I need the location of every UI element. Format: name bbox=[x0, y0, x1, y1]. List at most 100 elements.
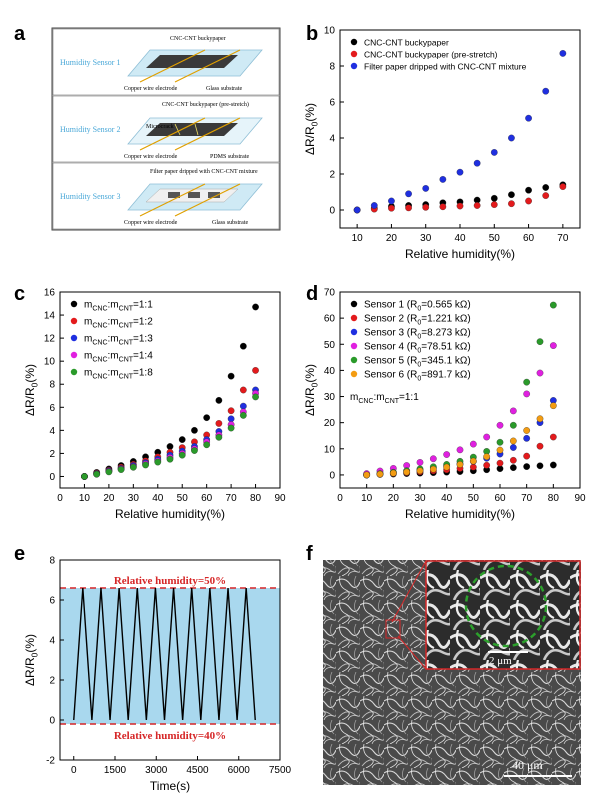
d-point-s5 bbox=[496, 438, 504, 446]
panel-letter-c: c bbox=[14, 283, 25, 305]
b-point-s3 bbox=[439, 176, 447, 183]
c-point-s2 bbox=[227, 407, 235, 415]
c-legend-marker bbox=[70, 334, 78, 342]
c-legend-label: mCNC:mCNT=1:8 bbox=[84, 368, 153, 381]
b-legend-label: CNC-CNT buckypaper (pre-stretch) bbox=[364, 50, 498, 60]
b-xlabel: Relative humidity(%) bbox=[405, 247, 515, 261]
c-point-s5 bbox=[105, 468, 113, 476]
e-ytick-label: -2 bbox=[46, 756, 55, 767]
c-ytick-label: 8 bbox=[49, 380, 55, 391]
b-point-s2 bbox=[388, 204, 395, 212]
b-point-s2 bbox=[559, 183, 567, 190]
d-point-s6 bbox=[389, 469, 397, 477]
c-point-s1 bbox=[227, 372, 235, 380]
b-point-s3 bbox=[473, 159, 481, 167]
d-legend-marker bbox=[350, 370, 358, 378]
buckypaper-1 bbox=[146, 55, 238, 68]
b-point-s2 bbox=[456, 202, 464, 210]
sensor-2-label-pdms: PDMS substrate bbox=[210, 154, 250, 160]
panel-f-sem-image: 2 μm 40 μm bbox=[323, 560, 581, 785]
d-legend-marker bbox=[350, 328, 358, 336]
c-point-s1 bbox=[166, 443, 174, 450]
b-xtick-label: 20 bbox=[386, 233, 398, 244]
e-annotation-bottom: Relative humidity=40% bbox=[114, 730, 226, 742]
b-ytick-label: 6 bbox=[329, 98, 335, 109]
d-legend-marker bbox=[350, 314, 358, 322]
d-point-s6 bbox=[443, 463, 451, 471]
copper-wire-1b bbox=[174, 49, 241, 83]
sensor-3-label-wire: Copper wire electrode bbox=[124, 220, 178, 226]
d-ytick-label: 20 bbox=[324, 418, 336, 429]
c-point-s5 bbox=[227, 424, 235, 432]
c-point-s1 bbox=[252, 303, 259, 311]
b-xtick-label: 30 bbox=[420, 233, 432, 244]
c-ytick-label: 16 bbox=[44, 288, 56, 299]
d-point-s1 bbox=[536, 462, 544, 470]
panel-letter-f: f bbox=[306, 543, 313, 565]
b-xtick-label: 40 bbox=[454, 233, 466, 244]
b-point-s3 bbox=[490, 149, 498, 156]
sensor-3-diagram: Humidity Sensor 3 Filter paper dripped w… bbox=[52, 162, 280, 230]
c-point-s1 bbox=[178, 436, 186, 443]
c-xtick-label: 60 bbox=[201, 493, 213, 504]
d-point-s1 bbox=[509, 464, 517, 471]
c-point-s5 bbox=[81, 473, 88, 480]
b-point-s3 bbox=[422, 185, 430, 192]
d-point-s5 bbox=[549, 301, 557, 309]
b-point-s3 bbox=[370, 202, 378, 209]
d-point-s4 bbox=[456, 446, 464, 454]
d-point-s6 bbox=[523, 427, 531, 434]
b-legend-marker bbox=[350, 62, 358, 70]
d-annotation: mCNC:mCNT=1:1 bbox=[350, 392, 419, 405]
b-point-s2 bbox=[508, 200, 515, 208]
c-point-s5 bbox=[215, 433, 223, 441]
c-point-s2 bbox=[252, 367, 259, 374]
b-legend-marker bbox=[350, 50, 358, 58]
panel-letter-a: a bbox=[14, 23, 26, 45]
sensor-1-diagram: Humidity Sensor 1 CNC-CNT buckypaper Cop… bbox=[52, 28, 280, 96]
c-legend-label: mCNC:mCNT=1:4 bbox=[84, 351, 153, 364]
c-xtick-label: 40 bbox=[152, 493, 164, 504]
d-xtick-label: 60 bbox=[494, 493, 506, 504]
d-point-s3 bbox=[509, 444, 517, 451]
c-point-s5 bbox=[129, 463, 137, 471]
b-ytick-label: 10 bbox=[324, 26, 336, 37]
d-legend-marker bbox=[350, 356, 358, 364]
c-point-s5 bbox=[203, 441, 211, 449]
e-xtick-label: 6000 bbox=[228, 765, 251, 776]
b-point-s3 bbox=[388, 197, 395, 205]
sensor-2-label-buckypaper: CNC-CNT buckypaper (pre-stretch) bbox=[162, 101, 249, 108]
c-legend-marker bbox=[70, 300, 78, 308]
d-legend-label: Sensor 5 (R0=345.1 kΩ) bbox=[364, 356, 471, 369]
d-point-s5 bbox=[523, 378, 531, 386]
c-legend-label: mCNC:mCNT=1:1 bbox=[84, 300, 153, 313]
d-point-s6 bbox=[456, 461, 464, 468]
c-point-s5 bbox=[154, 458, 162, 466]
inset-pointer-top bbox=[391, 560, 427, 623]
c-legend-marker bbox=[70, 351, 78, 359]
b-ytick-label: 0 bbox=[329, 206, 335, 217]
c-xlabel: Relative humidity(%) bbox=[115, 507, 225, 521]
sensor-3-label-glass: Glass substrate bbox=[212, 220, 248, 226]
c-xtick-label: 70 bbox=[226, 493, 238, 504]
c-point-s5 bbox=[93, 470, 101, 478]
c-point-s2 bbox=[215, 420, 223, 427]
d-point-s1 bbox=[549, 461, 557, 469]
d-ytick-label: 70 bbox=[324, 288, 336, 299]
sensor-3-label-filter: Filter paper dripped with CNC-CNT mixtur… bbox=[150, 169, 258, 175]
d-point-s2 bbox=[483, 461, 491, 469]
b-ytick-label: 8 bbox=[329, 62, 335, 73]
b-ylabel: ΔR/R0(%) bbox=[303, 103, 320, 155]
c-point-s5 bbox=[239, 412, 247, 419]
e-xtick-label: 3000 bbox=[145, 765, 168, 776]
copper-wire-2a bbox=[139, 117, 206, 151]
d-point-s4 bbox=[509, 407, 517, 415]
d-point-s4 bbox=[429, 455, 437, 463]
e-xlabel: Time(s) bbox=[150, 779, 190, 793]
c-point-s3 bbox=[227, 415, 235, 423]
cnt-spot-1 bbox=[168, 192, 180, 198]
d-point-s6 bbox=[376, 470, 384, 478]
c-legend-label: mCNC:mCNT=1:3 bbox=[84, 334, 153, 347]
d-point-s4 bbox=[536, 369, 544, 377]
b-point-s3 bbox=[525, 114, 532, 122]
